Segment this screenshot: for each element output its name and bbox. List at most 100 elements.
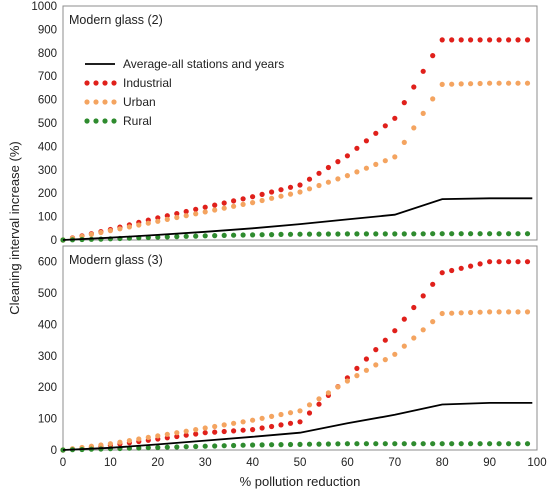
series-dot [411, 84, 417, 90]
series-dot [88, 231, 94, 237]
series-dot [506, 309, 512, 315]
series-dot [354, 365, 360, 371]
series-dot [316, 231, 322, 237]
series-dot [107, 228, 113, 234]
series-dot [240, 419, 246, 425]
series-dot [287, 441, 294, 448]
plot-frame [62, 5, 538, 241]
series-dot [136, 436, 142, 442]
series-dot [411, 231, 417, 237]
x-tick-label: 80 [436, 457, 449, 469]
series-dot [212, 443, 218, 449]
series-dot [316, 396, 322, 402]
series-dot [278, 422, 284, 428]
legend-label: Industrial [123, 76, 172, 90]
series-dot [306, 186, 313, 192]
series-dot [439, 310, 445, 317]
series-dot [458, 231, 464, 237]
series-dot [98, 229, 104, 236]
series-dot [202, 443, 208, 449]
series-dot [439, 81, 445, 87]
series-dot [202, 430, 208, 436]
series-dot [524, 37, 531, 43]
y-tick-label: 600 [38, 95, 57, 107]
series-dot [155, 433, 161, 439]
series-dot [164, 444, 170, 450]
x-tick-label: 20 [151, 457, 164, 469]
series-dot [468, 441, 474, 447]
series-dot [212, 207, 218, 213]
series-dot [373, 161, 379, 167]
series-dot [506, 37, 512, 43]
series-dot [335, 231, 341, 237]
series-dot [354, 145, 360, 151]
series-dot [392, 115, 398, 121]
series-dot [468, 231, 474, 237]
series-dot [477, 231, 483, 237]
series-dot [145, 445, 151, 451]
series-dot [449, 37, 455, 43]
series-dot [221, 205, 227, 211]
series-dot [221, 422, 227, 428]
y-tick-label: 300 [38, 351, 57, 363]
series-dot [193, 431, 199, 437]
series-dot [297, 182, 303, 188]
series-dot [269, 423, 275, 430]
series-dot [145, 434, 151, 440]
series-dot [231, 428, 237, 434]
series-dot [259, 425, 265, 431]
y-tick-label: 900 [38, 24, 57, 36]
series-dot [382, 357, 388, 363]
legend-swatch-dot [93, 118, 99, 124]
series-dot [325, 164, 331, 171]
y-tick-label: 200 [38, 382, 57, 394]
series-dot [193, 233, 199, 239]
series-dot [382, 158, 388, 164]
series-dot [420, 327, 426, 333]
series-dot [164, 234, 170, 240]
series-dot [344, 173, 350, 179]
series-dot [202, 209, 208, 215]
series-dot [183, 213, 189, 219]
series-dot [506, 231, 512, 237]
y-tick-label: 0 [51, 235, 57, 247]
legend-swatch-dot [93, 80, 99, 86]
series-dot [269, 232, 275, 238]
series-dot [344, 153, 350, 159]
series-dot [458, 441, 464, 447]
series-dot [250, 442, 256, 448]
series-dot [126, 224, 132, 230]
series-dot [250, 427, 256, 433]
series-dot [269, 189, 275, 195]
panel-title: Modern glass (2) [69, 13, 163, 27]
series-dot [496, 309, 502, 315]
series-dot [287, 410, 294, 416]
series-dot [524, 231, 531, 237]
y-tick-label: 400 [38, 141, 57, 153]
series-dot [193, 206, 199, 212]
series-dot [477, 261, 483, 267]
series-dot [212, 423, 218, 430]
series-dot [468, 81, 474, 87]
series-dot [373, 362, 379, 368]
series-dot [212, 233, 218, 239]
series-dot [316, 170, 322, 176]
series-dot [193, 443, 199, 450]
series-dot [107, 441, 113, 447]
series-dot [373, 130, 379, 136]
series-dot [136, 222, 142, 228]
series-dot [297, 231, 303, 237]
legend-swatch-dot [111, 118, 117, 124]
series-dot [259, 191, 265, 197]
y-axis-label: Cleaning interval increase (%) [7, 141, 22, 314]
series-dot [278, 231, 284, 237]
series-dot [411, 125, 417, 131]
series-dot [183, 432, 189, 438]
series-dot [278, 442, 284, 448]
series-dot [278, 411, 284, 418]
series-dot [259, 442, 265, 448]
series-dot [430, 319, 436, 325]
series-dot [515, 37, 521, 43]
series-dot [401, 100, 407, 106]
series-dot [202, 204, 208, 210]
